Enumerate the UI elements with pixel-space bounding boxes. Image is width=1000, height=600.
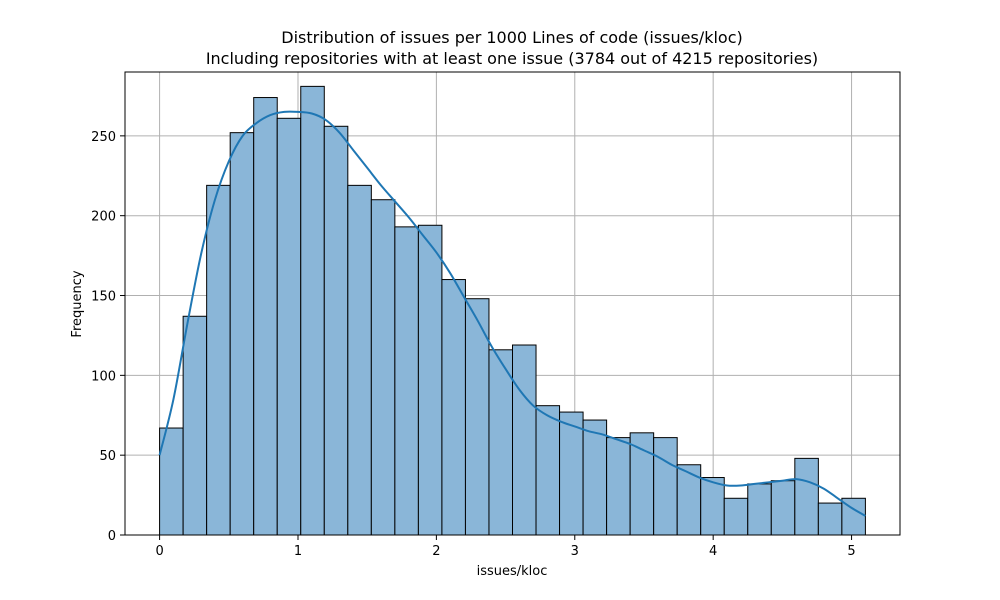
histogram-bar — [276, 117, 302, 536]
plot-frame — [124, 71, 901, 536]
x-tick-label: 0 — [155, 544, 163, 559]
histogram-bar — [441, 279, 466, 536]
x-tick-label: 5 — [847, 544, 855, 559]
histogram-bar — [182, 315, 208, 536]
x-axis-label: issues/kloc — [477, 564, 548, 579]
x-tick-label: 2 — [432, 544, 440, 559]
histogram-bar — [300, 85, 325, 536]
histogram-bar — [747, 483, 772, 536]
kde-curve-group — [158, 110, 866, 517]
kde-curve — [158, 110, 866, 517]
histogram-bar — [653, 437, 678, 536]
y-axis-label: Frequency — [70, 270, 85, 337]
histogram-bar — [794, 457, 819, 536]
histogram-bar — [770, 480, 796, 536]
histogram-bar — [323, 125, 349, 536]
chart-subtitle: Including repositories with at least one… — [206, 49, 818, 68]
histogram-bar — [512, 344, 537, 536]
chart-title: Distribution of issues per 1000 Lines of… — [281, 28, 742, 47]
histogram-bar — [817, 502, 843, 536]
y-tick-label: 100 — [91, 369, 116, 384]
histogram-bar — [676, 464, 702, 536]
y-tick-label: 200 — [91, 210, 116, 225]
histogram-bar — [606, 437, 631, 536]
histogram-bar — [582, 419, 608, 536]
y-tick-label: 50 — [99, 449, 116, 464]
x-tick-label: 3 — [571, 544, 579, 559]
histogram-bar — [700, 477, 725, 536]
x-tick-label: 4 — [709, 544, 717, 559]
histogram-bar — [723, 497, 749, 536]
histogram-bar — [347, 184, 372, 536]
histogram-bar — [417, 224, 443, 536]
histogram-bar — [488, 349, 513, 536]
y-tick-label: 150 — [91, 290, 116, 305]
y-tick-label: 250 — [91, 130, 116, 145]
histogram-bar — [253, 97, 278, 536]
histogram-bars — [159, 85, 866, 536]
histogram-bar — [370, 199, 396, 536]
histogram-bar — [559, 411, 584, 536]
x-tick-label: 1 — [294, 544, 302, 559]
histogram-bar — [394, 226, 419, 536]
y-tick-label: 0 — [108, 529, 116, 544]
histogram-bar — [535, 405, 561, 536]
histogram-bar — [229, 132, 255, 536]
histogram-bar — [206, 184, 231, 536]
histogram-bar — [629, 432, 655, 536]
